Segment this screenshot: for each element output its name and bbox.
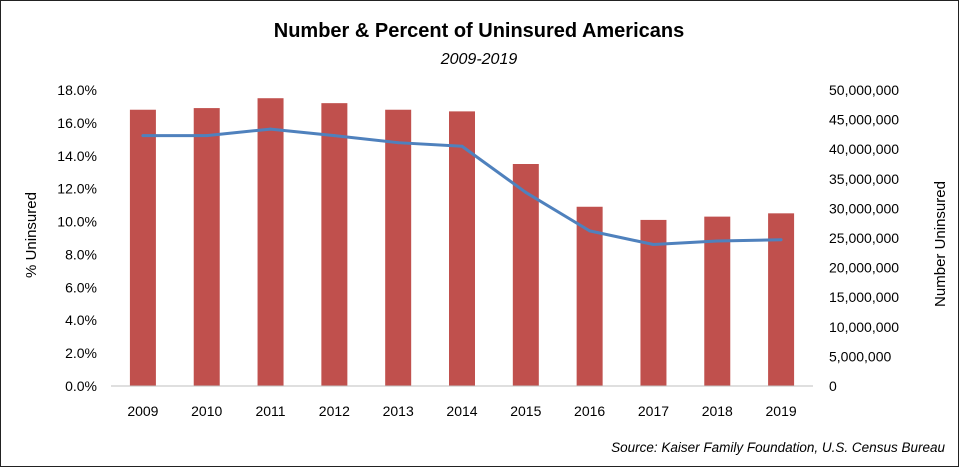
chart-subtitle: 2009-2019 — [440, 51, 518, 68]
right-axis-ticks: 0 5,000,000 10,000,000 15,000,000 20,000,000… — [829, 82, 899, 394]
x-tick-label: 2017 — [638, 403, 669, 419]
x-tick-label: 2016 — [574, 403, 605, 419]
line-point-2013 — [396, 141, 400, 145]
x-tick-label: 2012 — [319, 403, 350, 419]
right-axis-label: Number Uninsured — [932, 181, 949, 307]
left-tick-label: 16.0% — [57, 115, 97, 131]
bar-2019 — [768, 213, 795, 386]
line-point-2018 — [715, 239, 719, 243]
bar-2016 — [576, 206, 603, 386]
right-tick-label: 0 — [829, 378, 837, 394]
left-tick-label: 18.0% — [57, 82, 97, 98]
x-tick-label: 2015 — [510, 403, 541, 419]
x-tick-label: 2013 — [383, 403, 414, 419]
left-tick-label: 14.0% — [57, 148, 97, 164]
line-point-2011 — [269, 127, 273, 131]
bar-2013 — [385, 109, 412, 386]
line-point-2012 — [332, 134, 336, 138]
line-point-2019 — [779, 238, 783, 242]
chart-title: Number & Percent of Uninsured Americans — [274, 20, 684, 42]
x-axis-ticks: 2009 2010 2011 2012 2013 2014 2015 2016 2017 2018… — [127, 403, 797, 419]
right-tick-label: 45,000,000 — [829, 112, 899, 128]
bar-2014 — [449, 111, 475, 386]
line-point-2014 — [460, 144, 464, 148]
bar-2017 — [640, 219, 667, 386]
bar-2015 — [512, 164, 539, 386]
right-tick-label: 15,000,000 — [829, 289, 899, 305]
left-tick-label: 8.0% — [65, 246, 97, 262]
bar-2018 — [704, 216, 731, 386]
line-point-2015 — [524, 190, 528, 194]
left-tick-label: 10.0% — [57, 214, 97, 230]
x-tick-label: 2014 — [446, 403, 477, 419]
line-point-2016 — [588, 229, 592, 233]
source-note: Source: Kaiser Family Foundation, U.S. C… — [611, 440, 945, 455]
line-point-2009 — [141, 134, 145, 138]
x-tick-label: 2010 — [191, 403, 222, 419]
right-tick-label: 30,000,000 — [829, 200, 899, 216]
right-tick-label: 10,000,000 — [829, 319, 899, 335]
right-tick-label: 35,000,000 — [829, 171, 899, 187]
line-point-2010 — [205, 134, 209, 138]
x-tick-label: 2009 — [127, 403, 158, 419]
left-tick-label: 2.0% — [65, 345, 97, 361]
bar-2010 — [193, 108, 220, 386]
bar-2011 — [257, 98, 284, 386]
bar-2012 — [321, 103, 348, 387]
right-tick-label: 25,000,000 — [829, 230, 899, 246]
x-tick-label: 2019 — [766, 403, 797, 419]
left-tick-label: 0.0% — [65, 378, 97, 394]
line-series — [141, 127, 783, 247]
right-tick-label: 50,000,000 — [829, 82, 899, 98]
right-tick-label: 20,000,000 — [829, 260, 899, 276]
left-tick-label: 6.0% — [65, 279, 97, 295]
right-tick-label: 5,000,000 — [829, 348, 891, 364]
left-tick-label: 4.0% — [65, 312, 97, 328]
left-axis-ticks: 0.0% 2.0% 4.0% 6.0% 8.0% 10.0% 12.0% 14.0% 16.0%… — [57, 82, 97, 394]
left-tick-label: 12.0% — [57, 181, 97, 197]
right-tick-label: 40,000,000 — [829, 141, 899, 157]
x-tick-label: 2011 — [255, 403, 285, 419]
bar-series — [129, 98, 795, 387]
x-tick-label: 2018 — [702, 403, 733, 419]
left-axis-label: % Uninsured — [23, 192, 40, 278]
line-point-2017 — [651, 243, 655, 247]
bar-2009 — [129, 109, 156, 386]
